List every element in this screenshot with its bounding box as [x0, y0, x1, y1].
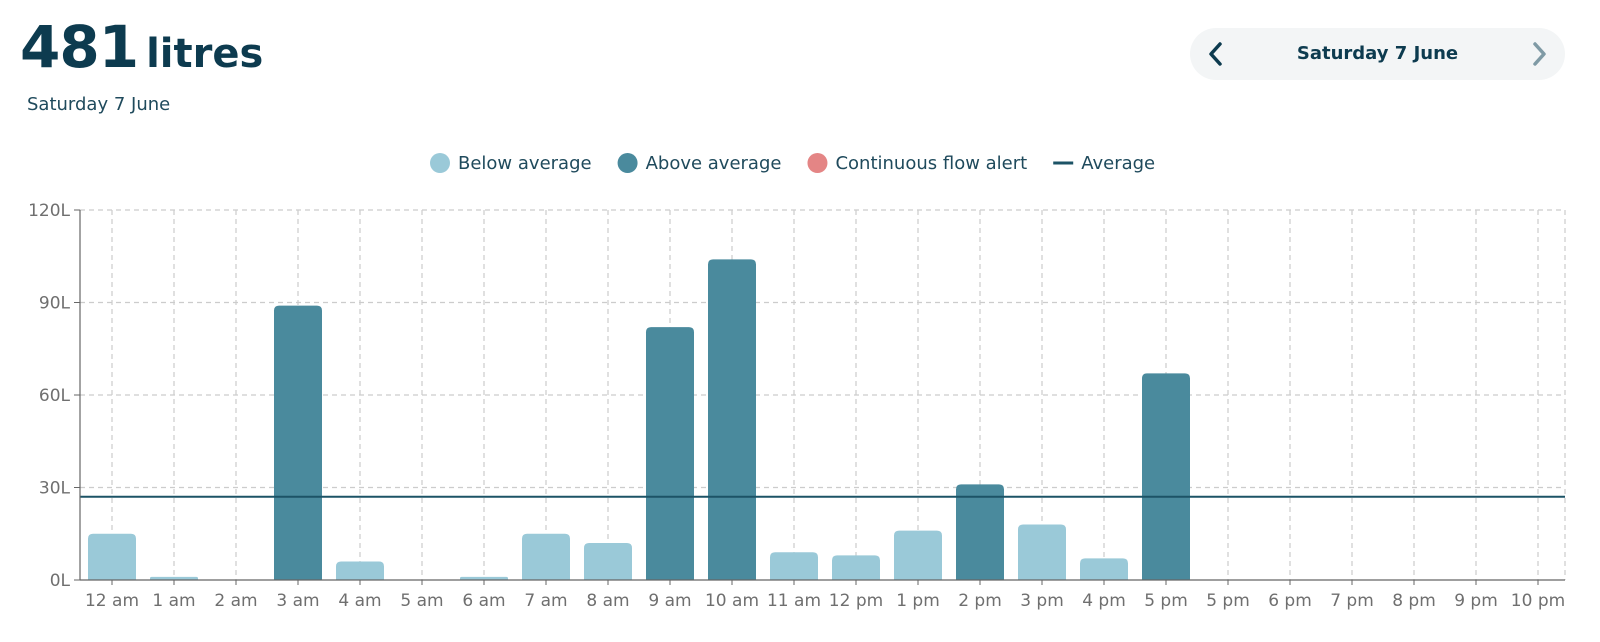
x-tick-label: 1 pm [896, 591, 940, 611]
x-tick-label: 5 am [400, 591, 443, 611]
legend-swatch-alert [807, 153, 828, 173]
chevron-left-icon [1209, 42, 1222, 66]
date-nav-label: Saturday 7 June [1296, 43, 1459, 64]
x-tick-label: 2 pm [958, 591, 1002, 611]
legend-swatch-above [617, 153, 638, 173]
y-tick-label: 120L [28, 201, 70, 221]
x-tick-label: 4 am [338, 591, 381, 611]
axes [79, 210, 1565, 581]
bar-1-am-1[interactable] [150, 576, 198, 580]
x-tick-label: 9 am [648, 591, 691, 611]
legend-label-below: Below average [458, 153, 592, 174]
bar-3-pm-15[interactable] [1018, 524, 1066, 581]
x-tick-label: 4 pm [1082, 591, 1126, 611]
bar-4-pm-16[interactable] [1080, 558, 1128, 580]
legend-swatch-below [430, 153, 450, 173]
x-tick-label: 10 am [705, 591, 759, 611]
date-subtitle: Saturday 7 June [27, 94, 171, 115]
total-value: 481 [20, 13, 139, 81]
x-tick-label: 12 pm [829, 591, 883, 611]
legend-label-above: Above average [646, 153, 782, 174]
x-tick-label: 5 pm [1144, 591, 1188, 611]
bar-3-am-3[interactable] [274, 305, 322, 580]
chevron-right-icon [1533, 42, 1546, 66]
bar-11-am-11[interactable] [770, 552, 818, 580]
bar-2-pm-14[interactable] [956, 484, 1004, 580]
bars [88, 259, 1190, 580]
legend-label-average: Average [1081, 153, 1155, 174]
x-tick-label: 5 pm [1206, 591, 1250, 611]
x-tick-label: 11 am [767, 591, 821, 611]
previous-day-button[interactable] [1190, 28, 1242, 80]
y-tick-label: 0L [50, 571, 71, 591]
y-tick-label: 30L [39, 479, 71, 499]
total-unit: litres [146, 31, 264, 77]
x-tick-label: 8 pm [1392, 591, 1436, 611]
bar-12-pm-12[interactable] [832, 555, 880, 580]
total-usage: 481 litres [20, 18, 263, 76]
x-tick-label: 9 pm [1454, 591, 1498, 611]
x-tick-label: 7 am [524, 591, 567, 611]
x-tick-label: 12 am [85, 591, 139, 611]
y-tick-label: 60L [39, 386, 71, 406]
legend-item-above: Above average [617, 153, 782, 174]
legend-label-alert: Continuous flow alert [835, 153, 1027, 174]
chart-legend: Below average Above average Continuous flo… [430, 153, 1155, 174]
date-navigator: Saturday 7 June [1190, 28, 1565, 80]
next-day-button[interactable] [1513, 28, 1565, 80]
bar-6-am-6[interactable] [460, 576, 508, 580]
bar-12-am-0[interactable] [88, 533, 136, 580]
y-tick-label: 90L [39, 294, 71, 314]
x-tick-label: 3 am [276, 591, 319, 611]
x-tick-label: 2 am [214, 591, 257, 611]
bar-7-am-7[interactable] [522, 533, 570, 580]
bar-4-am-4[interactable] [336, 561, 384, 581]
x-tick-label: 6 am [462, 591, 505, 611]
y-axis-ticks: 0L 30L 60L 90L 120L [28, 201, 80, 591]
bar-5-pm-17[interactable] [1142, 373, 1190, 580]
x-tick-label: 3 pm [1020, 591, 1064, 611]
bar-9-am-9[interactable] [646, 327, 694, 580]
bar-8-am-8[interactable] [584, 543, 632, 580]
bar-10-am-10[interactable] [708, 259, 756, 580]
x-tick-label: 6 pm [1268, 591, 1312, 611]
legend-item-below: Below average [430, 153, 592, 174]
x-tick-label: 7 pm [1330, 591, 1374, 611]
legend-item-alert: Continuous flow alert [807, 153, 1027, 174]
legend-item-average: Average [1053, 153, 1155, 174]
x-axis-ticks: 12 am 1 am 2 am 3 am 4 am 5 am 6 am 7 am 8 am 9 a… [85, 580, 1565, 611]
x-tick-label: 1 am [152, 591, 195, 611]
hourly-usage-chart: Below average Above average Continuous flo… [28, 153, 1566, 611]
x-tick-label: 10 pm [1511, 591, 1565, 611]
x-tick-label: 8 am [586, 591, 629, 611]
bar-1-pm-13[interactable] [894, 530, 942, 580]
